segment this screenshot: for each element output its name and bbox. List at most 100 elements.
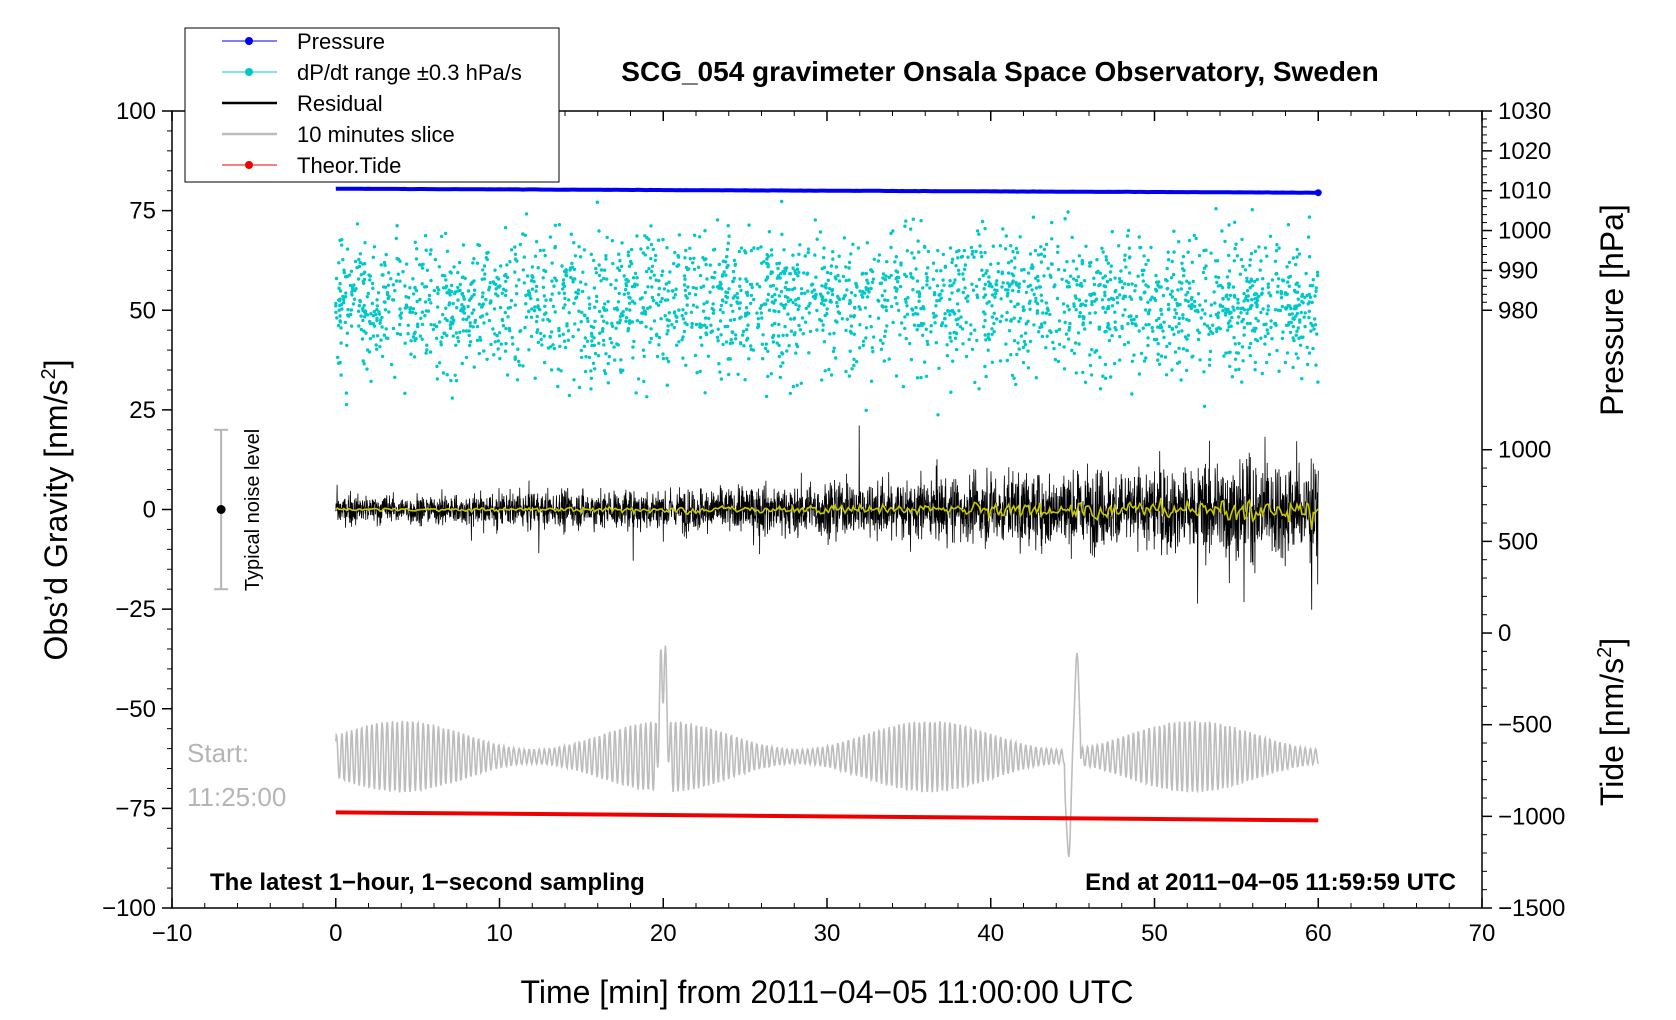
dpdt-point bbox=[1017, 282, 1022, 286]
dpdt-point bbox=[1072, 351, 1077, 356]
dpdt-point bbox=[690, 322, 694, 326]
dpdt-point bbox=[493, 340, 497, 344]
dpdt-point bbox=[861, 343, 865, 348]
dpdt-point bbox=[1248, 353, 1253, 358]
dpdt-point bbox=[1220, 229, 1224, 233]
dpdt-point bbox=[871, 277, 876, 281]
dpdt-point bbox=[684, 248, 688, 253]
dpdt-point bbox=[1277, 369, 1281, 373]
dpdt-point bbox=[1090, 302, 1094, 307]
tide-axis-title: Tide [nm/s2] bbox=[1594, 638, 1630, 806]
dpdt-point bbox=[711, 248, 716, 252]
dpdt-point bbox=[1048, 312, 1052, 317]
dpdt-point bbox=[363, 309, 368, 313]
dpdt-point bbox=[593, 319, 597, 323]
dpdt-point bbox=[1260, 292, 1264, 296]
dpdt-point bbox=[721, 310, 725, 315]
dpdt-point bbox=[871, 349, 875, 354]
dpdt-point bbox=[1287, 321, 1291, 325]
dpdt-point bbox=[960, 327, 965, 331]
dpdt-point bbox=[1260, 371, 1265, 376]
dpdt-point bbox=[769, 248, 774, 252]
dpdt-point bbox=[603, 371, 608, 376]
dpdt-point bbox=[425, 348, 429, 352]
dpdt-point bbox=[1115, 301, 1120, 305]
x-tick-label: 60 bbox=[1305, 920, 1332, 947]
dpdt-point bbox=[1273, 259, 1278, 263]
dpdt-point bbox=[795, 267, 800, 271]
dpdt-point bbox=[1081, 302, 1085, 306]
dpdt-point bbox=[553, 276, 557, 280]
dpdt-point bbox=[551, 343, 555, 347]
dpdt-point bbox=[450, 396, 454, 400]
dpdt-point bbox=[1306, 235, 1311, 239]
dpdt-point bbox=[1261, 277, 1265, 281]
y-tick-label: 100 bbox=[116, 98, 156, 125]
dpdt-point bbox=[567, 298, 571, 302]
dpdt-point bbox=[1218, 304, 1223, 308]
dpdt-point bbox=[745, 293, 750, 297]
dpdt-point bbox=[1110, 229, 1115, 234]
dpdt-point bbox=[1213, 301, 1217, 305]
tide-tick-label: 0 bbox=[1498, 620, 1511, 647]
dpdt-point bbox=[352, 297, 357, 301]
dpdt-point bbox=[705, 300, 709, 304]
dpdt-point bbox=[408, 306, 413, 310]
dpdt-point bbox=[341, 294, 345, 299]
dpdt-point bbox=[1046, 266, 1050, 271]
dpdt-point bbox=[969, 323, 973, 327]
dpdt-point bbox=[576, 328, 581, 332]
noise-level-indicator bbox=[214, 428, 229, 591]
dpdt-point bbox=[903, 326, 907, 331]
dpdt-point bbox=[650, 295, 655, 300]
dpdt-point bbox=[682, 329, 687, 334]
dpdt-point bbox=[815, 237, 819, 241]
dpdt-point bbox=[466, 289, 471, 293]
dpdt-point bbox=[1187, 281, 1192, 285]
dpdt-point bbox=[691, 303, 696, 307]
dpdt-point bbox=[681, 308, 685, 312]
dpdt-point bbox=[410, 310, 415, 314]
dpdt-point bbox=[475, 261, 480, 265]
dpdt-point bbox=[1004, 288, 1008, 292]
dpdt-point bbox=[1245, 276, 1249, 280]
dpdt-point bbox=[1314, 363, 1318, 367]
dpdt-point bbox=[1076, 331, 1081, 335]
dpdt-point bbox=[617, 252, 621, 256]
dpdt-point bbox=[797, 304, 801, 308]
dpdt-point bbox=[929, 330, 933, 334]
dpdt-point bbox=[725, 290, 730, 295]
dpdt-point bbox=[383, 308, 388, 312]
dpdt-point bbox=[1197, 331, 1202, 335]
dpdt-point bbox=[1240, 380, 1244, 384]
dpdt-point bbox=[720, 274, 725, 278]
dpdt-point bbox=[602, 369, 607, 373]
dpdt-point bbox=[832, 331, 836, 335]
dpdt-point bbox=[362, 362, 366, 366]
dpdt-point bbox=[852, 332, 856, 336]
dpdt-point bbox=[829, 271, 833, 276]
dpdt-point bbox=[1227, 285, 1231, 289]
dpdt-point bbox=[448, 326, 453, 330]
dpdt-point bbox=[818, 230, 823, 234]
dpdt-point bbox=[617, 321, 622, 325]
dpdt-point bbox=[727, 372, 731, 377]
dpdt-point bbox=[895, 275, 899, 280]
dpdt-point bbox=[337, 261, 341, 265]
dpdt-point bbox=[1112, 361, 1117, 366]
dpdt-point bbox=[499, 264, 503, 268]
dpdt-point bbox=[471, 325, 475, 329]
dpdt-point bbox=[821, 298, 825, 303]
dpdt-point bbox=[472, 288, 477, 292]
dpdt-point bbox=[994, 292, 998, 296]
dpdt-point bbox=[861, 290, 865, 294]
dpdt-point bbox=[684, 294, 688, 298]
y-tick-label: 75 bbox=[129, 198, 156, 225]
dpdt-point bbox=[1132, 317, 1136, 322]
dpdt-point bbox=[860, 293, 864, 297]
dpdt-point bbox=[429, 248, 433, 252]
dpdt-point bbox=[414, 311, 418, 315]
dpdt-point bbox=[1176, 288, 1180, 292]
dpdt-point bbox=[822, 340, 827, 344]
dpdt-point bbox=[487, 318, 492, 323]
